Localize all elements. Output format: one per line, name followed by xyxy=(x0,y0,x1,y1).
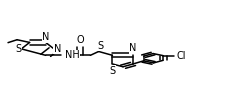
Text: S: S xyxy=(15,44,21,54)
Text: O: O xyxy=(76,35,83,45)
Text: S: S xyxy=(109,66,115,76)
Text: S: S xyxy=(97,41,103,51)
Text: Cl: Cl xyxy=(176,51,186,61)
Text: N: N xyxy=(42,32,49,42)
Text: N: N xyxy=(54,44,61,54)
Text: N: N xyxy=(129,43,136,53)
Text: NH: NH xyxy=(65,50,80,60)
